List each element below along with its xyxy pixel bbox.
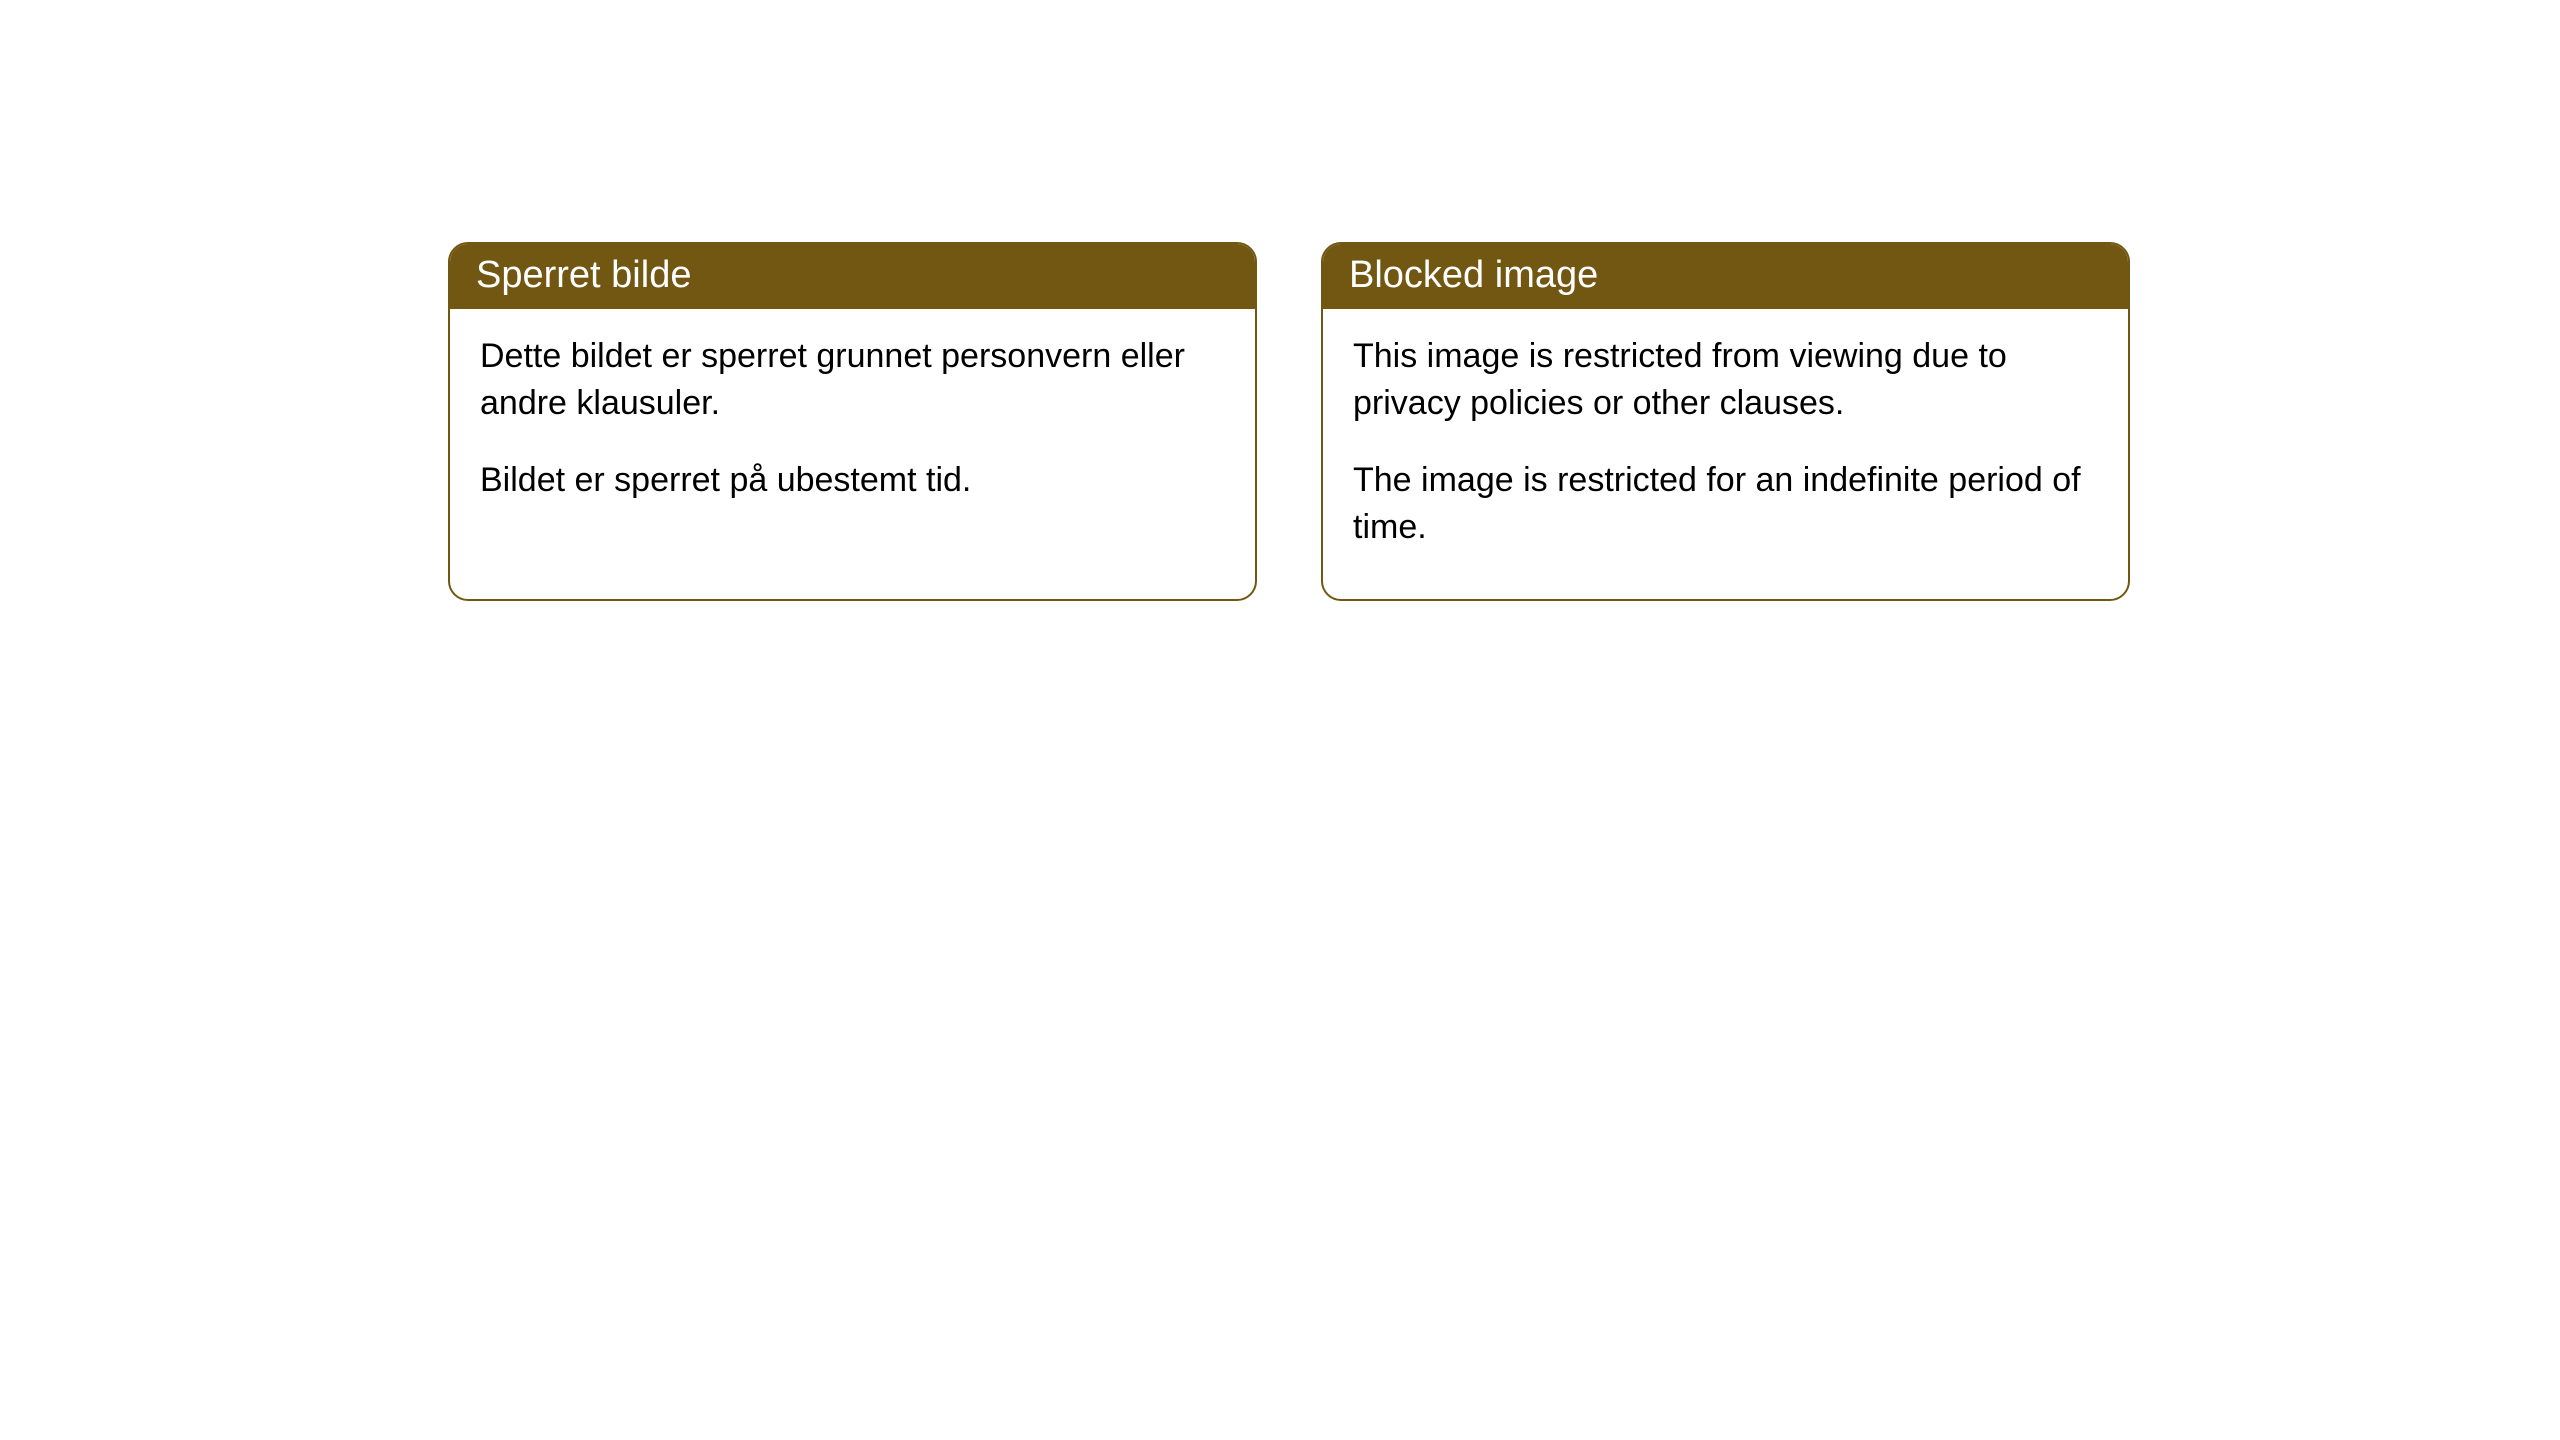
notice-card-english: Blocked image This image is restricted f… bbox=[1321, 242, 2130, 601]
notice-cards-container: Sperret bilde Dette bildet er sperret gr… bbox=[448, 242, 2560, 601]
card-body: Dette bildet er sperret grunnet personve… bbox=[450, 309, 1255, 552]
card-body: This image is restricted from viewing du… bbox=[1323, 309, 2128, 599]
card-header: Blocked image bbox=[1323, 244, 2128, 309]
card-header: Sperret bilde bbox=[450, 244, 1255, 309]
card-paragraph: Bildet er sperret på ubestemt tid. bbox=[480, 457, 1225, 504]
card-paragraph: The image is restricted for an indefinit… bbox=[1353, 457, 2098, 551]
notice-card-norwegian: Sperret bilde Dette bildet er sperret gr… bbox=[448, 242, 1257, 601]
card-paragraph: This image is restricted from viewing du… bbox=[1353, 333, 2098, 427]
card-paragraph: Dette bildet er sperret grunnet personve… bbox=[480, 333, 1225, 427]
